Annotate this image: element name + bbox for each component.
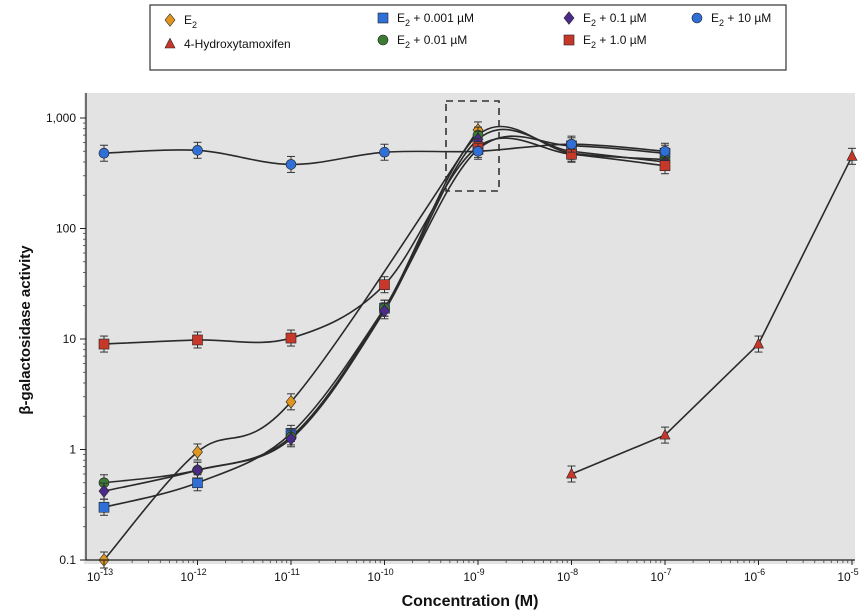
plot-background: [84, 93, 855, 564]
data-point: [98, 147, 110, 159]
x-tick-label: 10-9: [463, 567, 484, 584]
legend-marker: [164, 13, 176, 27]
x-tick-label: 10-8: [557, 567, 578, 584]
data-point: [285, 395, 297, 409]
data-point: [285, 432, 297, 446]
legend-label: E2 + 0.1 µM: [583, 11, 647, 28]
data-point: [379, 279, 390, 291]
series-line: [571, 155, 853, 475]
data-point: [98, 484, 110, 498]
data-point: [285, 159, 297, 170]
data-point: [192, 463, 203, 477]
x-tick-label: 10-11: [274, 567, 300, 584]
legend-label: E2 + 0.001 µM: [397, 11, 474, 28]
data-point: [379, 304, 390, 318]
legend-marker: [377, 12, 389, 24]
axis-layer: 10-13 10-12 10-11 10-10 10-9 10-8 10-7 10-6 10-5…: [46, 93, 859, 584]
x-tick-label: 10-13: [87, 567, 113, 584]
data-point: [192, 334, 203, 346]
data-point: [98, 338, 110, 350]
data-point: [379, 146, 390, 158]
x-tick-label: 10-12: [180, 567, 206, 584]
legend-label: 4-Hydroxytamoxifen: [184, 37, 291, 51]
legend-marker: [563, 34, 575, 46]
data-point: [472, 145, 484, 157]
x-tick-label: 10-10: [367, 567, 393, 584]
data-point: [846, 149, 858, 161]
data-point: [192, 477, 203, 489]
data-point: [285, 332, 297, 344]
data-point: [753, 337, 764, 349]
y-tick-label: 10: [63, 332, 77, 346]
data-point: [659, 428, 671, 440]
x-tick-label: 10-7: [650, 567, 671, 584]
legend-marker: [563, 11, 575, 25]
data-point: [566, 467, 577, 479]
y-tick-label: 100: [56, 222, 76, 236]
y-tick-label: 0.1: [59, 553, 76, 567]
x-tick-label: 10-5: [837, 567, 858, 584]
data-point: [566, 138, 577, 150]
legend-marker: [691, 12, 703, 24]
y-tick-label: 1: [69, 443, 76, 457]
data-point: [192, 145, 203, 156]
data-point: [98, 501, 110, 513]
x-axis-label: Concentration (M): [402, 593, 539, 610]
legend-marker: [377, 34, 389, 46]
legend-label: E2 + 10 µM: [711, 11, 771, 28]
y-axis-label: β-galactosidase activity: [17, 245, 34, 415]
legend-label: E2 + 0.01 µM: [397, 33, 467, 50]
x-tick-label: 10-6: [744, 567, 765, 584]
legend-box: [149, 4, 787, 71]
marker-layer: [98, 121, 858, 569]
y-tick-label: 1,000: [46, 111, 76, 125]
data-point: [192, 445, 203, 459]
legend-label: E2 + 1.0 µM: [583, 33, 647, 50]
data-point: [659, 145, 671, 157]
highlight-dashed-box: [445, 100, 500, 192]
data-point: [659, 160, 671, 172]
legend-marker: [164, 37, 176, 49]
